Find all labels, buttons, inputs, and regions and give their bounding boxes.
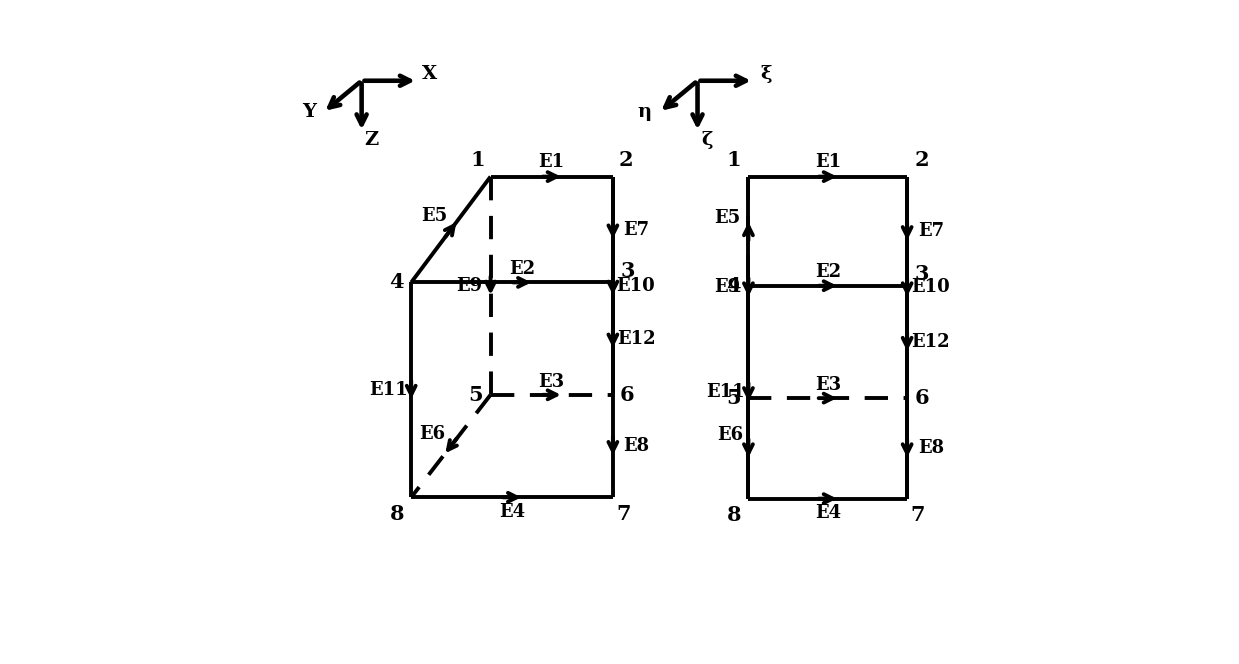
Text: E2: E2 [815, 264, 841, 282]
Text: E3: E3 [815, 376, 841, 394]
Text: E6: E6 [419, 425, 446, 443]
Text: E5: E5 [714, 209, 741, 227]
Text: 7: 7 [911, 505, 926, 525]
Text: ξ: ξ [760, 65, 772, 83]
Text: 4: 4 [726, 276, 741, 295]
Text: 8: 8 [389, 504, 404, 524]
Text: E1: E1 [815, 153, 841, 171]
Text: 2: 2 [618, 150, 633, 170]
Text: E1: E1 [539, 153, 565, 171]
Text: 5: 5 [468, 385, 483, 405]
Text: E3: E3 [539, 373, 565, 390]
Text: 8: 8 [726, 505, 741, 525]
Text: 7: 7 [616, 504, 631, 524]
Text: E4: E4 [815, 504, 841, 522]
Text: 3: 3 [621, 260, 634, 280]
Text: E4: E4 [499, 503, 525, 521]
Text: 5: 5 [726, 388, 741, 408]
Text: E10: E10 [912, 278, 950, 296]
Text: E8: E8 [918, 440, 944, 457]
Text: E11: E11 [706, 383, 745, 401]
Text: 4: 4 [389, 272, 404, 292]
Text: X: X [422, 65, 437, 83]
Text: E10: E10 [617, 277, 655, 295]
Text: E5: E5 [421, 207, 447, 225]
Text: E9: E9 [714, 278, 741, 296]
Text: E7: E7 [918, 222, 944, 240]
Text: Z: Z [364, 131, 378, 149]
Text: E8: E8 [623, 437, 649, 455]
Text: E6: E6 [717, 426, 743, 444]
Text: E12: E12 [617, 329, 655, 348]
Text: ζ: ζ [701, 131, 712, 149]
Text: 2: 2 [914, 150, 929, 170]
Text: E7: E7 [623, 220, 649, 238]
Text: 1: 1 [470, 150, 484, 170]
Text: E2: E2 [509, 260, 535, 278]
Text: 6: 6 [621, 385, 634, 405]
Text: 1: 1 [726, 150, 741, 170]
Text: η: η [638, 104, 652, 122]
Text: E11: E11 [369, 381, 408, 399]
Text: E9: E9 [456, 277, 482, 295]
Text: E12: E12 [912, 333, 950, 351]
Text: 3: 3 [914, 264, 929, 284]
Text: 6: 6 [914, 388, 929, 408]
Text: Y: Y [302, 104, 316, 122]
